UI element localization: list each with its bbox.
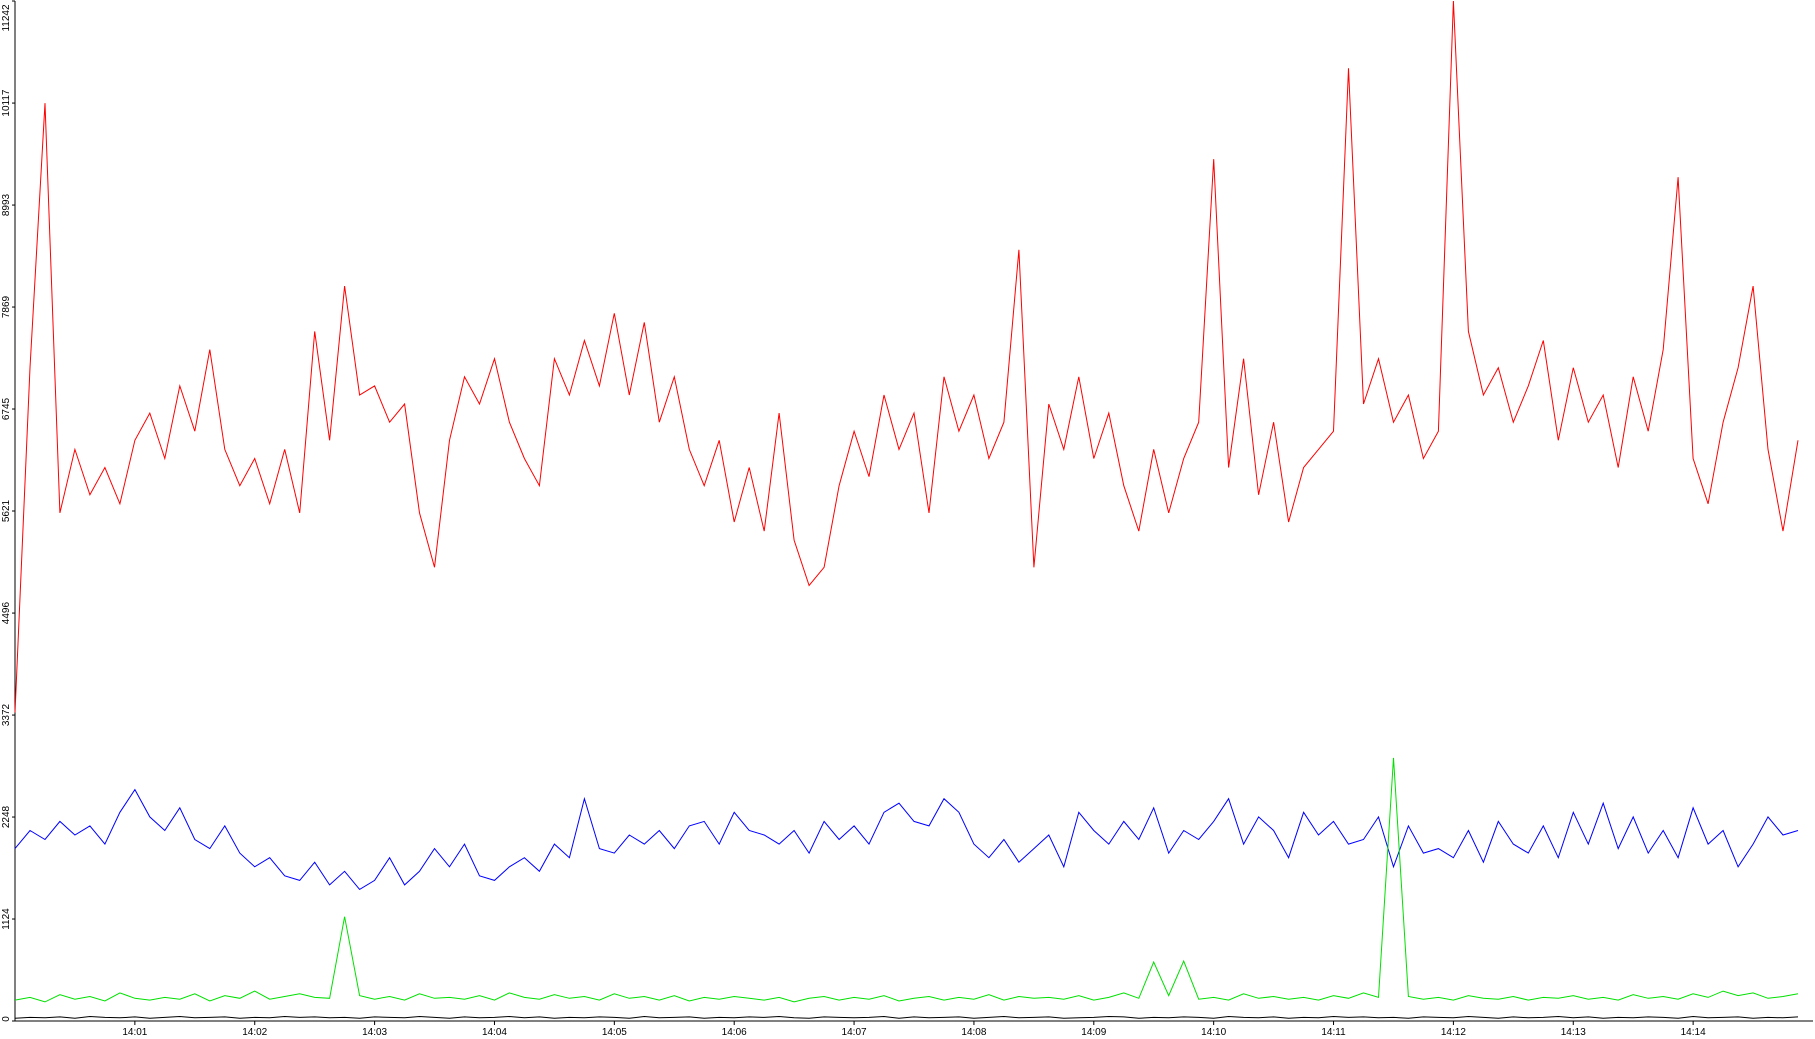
x-tick-label: 14:11 bbox=[1321, 1027, 1346, 1038]
x-tick-label: 14:01 bbox=[122, 1027, 147, 1038]
y-tick-label: 2248 bbox=[1, 805, 12, 828]
y-tick-label: 5621 bbox=[1, 499, 12, 522]
x-tick-label: 14:10 bbox=[1201, 1027, 1226, 1038]
series-line bbox=[14, 788, 1799, 891]
series-line bbox=[14, 757, 1799, 1003]
x-tick-label: 14:13 bbox=[1561, 1027, 1586, 1038]
x-tick-label: 14:12 bbox=[1441, 1027, 1466, 1038]
x-tick-label: 14:02 bbox=[242, 1027, 267, 1038]
y-tick-label: 6745 bbox=[1, 397, 12, 420]
x-tick-label: 14:07 bbox=[842, 1027, 867, 1038]
y-tick-label: 3372 bbox=[1, 703, 12, 726]
y-tick-label: 8993 bbox=[1, 193, 12, 216]
x-tick-label: 14:14 bbox=[1681, 1027, 1706, 1038]
x-tick-label: 14:06 bbox=[722, 1027, 747, 1038]
y-tick-label: 0 bbox=[1, 1016, 12, 1022]
series-line bbox=[14, 0, 1799, 713]
x-tick-label: 14:04 bbox=[482, 1027, 507, 1038]
y-tick-label: 10117 bbox=[1, 89, 12, 117]
x-tick-label: 14:08 bbox=[961, 1027, 986, 1038]
series-line bbox=[14, 1015, 1799, 1019]
x-tick-label: 14:05 bbox=[602, 1027, 627, 1038]
y-tick-label: 7869 bbox=[1, 295, 12, 318]
y-tick-label: 4496 bbox=[1, 602, 12, 625]
y-tick-label: 1124 bbox=[1, 908, 12, 930]
x-tick-label: 14:09 bbox=[1081, 1027, 1106, 1038]
x-tick-label: 14:03 bbox=[362, 1027, 387, 1038]
y-tick-label: 11242 bbox=[1, 4, 12, 32]
